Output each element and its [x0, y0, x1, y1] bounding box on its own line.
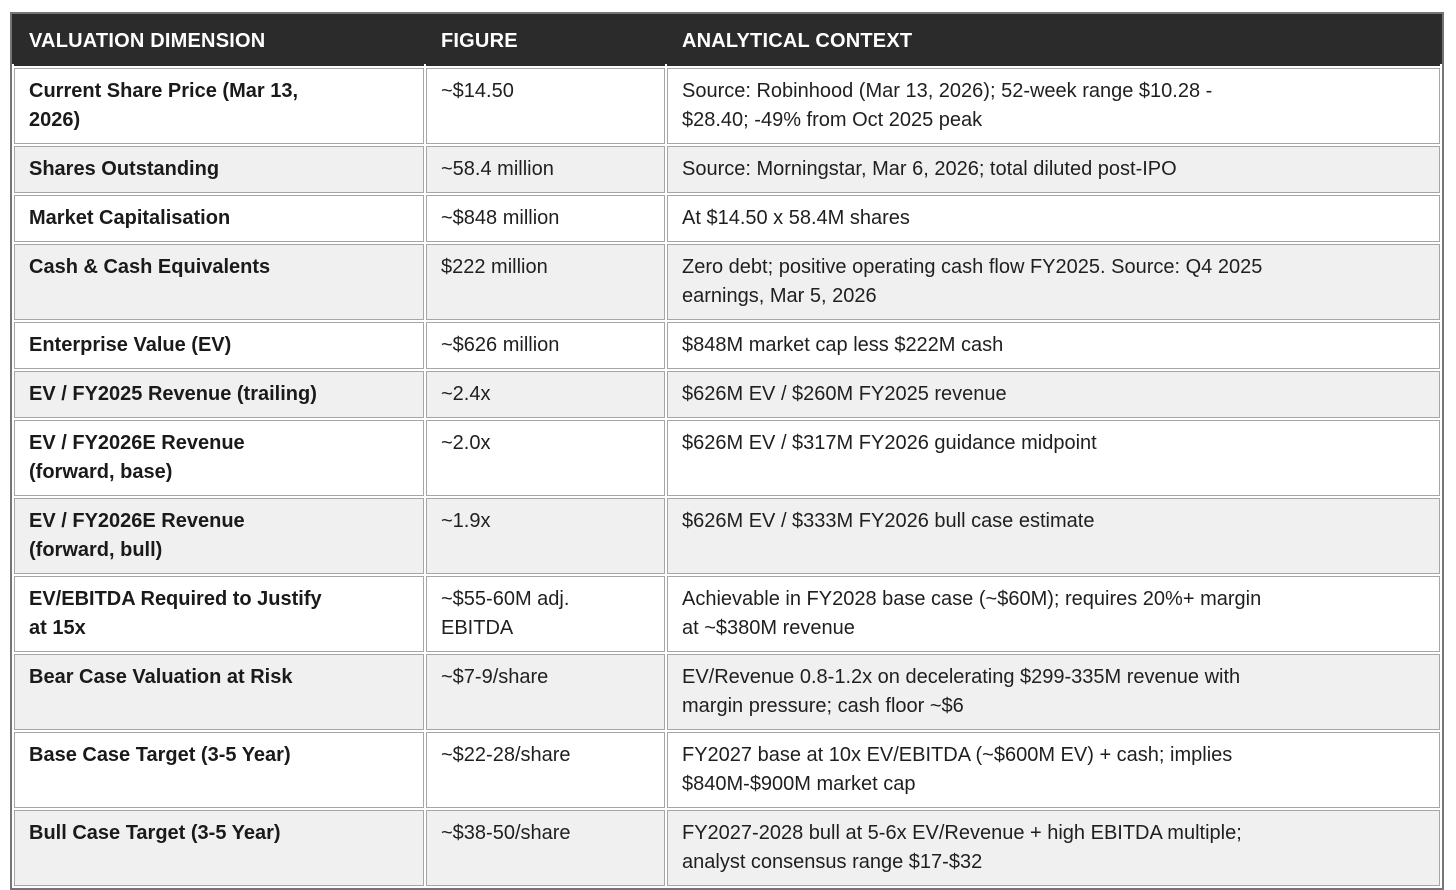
context-cell: Achievable in FY2028 base case (~$60M); … — [667, 576, 1440, 652]
dimension-cell: Bear Case Valuation at Risk — [14, 654, 424, 730]
figure-cell: ~2.4x — [426, 371, 665, 418]
table-body: Current Share Price (Mar 13, 2026) ~$14.… — [14, 68, 1440, 886]
dimension-cell: Base Case Target (3-5 Year) — [14, 732, 424, 808]
dimension-cell: EV / FY2026E Revenue (forward, bull) — [14, 498, 424, 574]
dimension-cell: Current Share Price (Mar 13, 2026) — [14, 68, 424, 144]
dimension-cell: Market Capitalisation — [14, 195, 424, 242]
figure-cell: ~$626 million — [426, 322, 665, 369]
figure-cell: ~$848 million — [426, 195, 665, 242]
table-row: Current Share Price (Mar 13, 2026) ~$14.… — [14, 68, 1440, 144]
context-cell: Zero debt; positive operating cash flow … — [667, 244, 1440, 320]
context-cell: EV/Revenue 0.8-1.2x on decelerating $299… — [667, 654, 1440, 730]
figure-cell: ~$14.50 — [426, 68, 665, 144]
column-header-figure: FIGURE — [426, 16, 665, 66]
figure-cell: ~58.4 million — [426, 146, 665, 193]
column-header-valuation-dimension: VALUATION DIMENSION — [14, 16, 424, 66]
table-header: VALUATION DIMENSION FIGURE ANALYTICAL CO… — [14, 16, 1440, 66]
dimension-cell: Shares Outstanding — [14, 146, 424, 193]
table-row: Bear Case Valuation at Risk ~$7-9/share … — [14, 654, 1440, 730]
dimension-cell: Cash & Cash Equivalents — [14, 244, 424, 320]
column-header-analytical-context: ANALYTICAL CONTEXT — [667, 16, 1440, 66]
table-row: Cash & Cash Equivalents $222 million Zer… — [14, 244, 1440, 320]
table-row: Enterprise Value (EV) ~$626 million $848… — [14, 322, 1440, 369]
table-row: Bull Case Target (3-5 Year) ~$38-50/shar… — [14, 810, 1440, 886]
table-row: EV / FY2026E Revenue (forward, base) ~2.… — [14, 420, 1440, 496]
context-cell: At $14.50 x 58.4M shares — [667, 195, 1440, 242]
table-row: EV / FY2025 Revenue (trailing) ~2.4x $62… — [14, 371, 1440, 418]
figure-cell: ~1.9x — [426, 498, 665, 574]
table-row: EV / FY2026E Revenue (forward, bull) ~1.… — [14, 498, 1440, 574]
table-row: EV/EBITDA Required to Justify at 15x ~$5… — [14, 576, 1440, 652]
figure-cell: ~$7-9/share — [426, 654, 665, 730]
figure-cell: ~$38-50/share — [426, 810, 665, 886]
table-row: Base Case Target (3-5 Year) ~$22-28/shar… — [14, 732, 1440, 808]
table-row: Market Capitalisation ~$848 million At $… — [14, 195, 1440, 242]
context-cell: $848M market cap less $222M cash — [667, 322, 1440, 369]
figure-cell: $222 million — [426, 244, 665, 320]
dimension-cell: EV/EBITDA Required to Justify at 15x — [14, 576, 424, 652]
context-cell: $626M EV / $317M FY2026 guidance midpoin… — [667, 420, 1440, 496]
context-cell: FY2027 base at 10x EV/EBITDA (~$600M EV)… — [667, 732, 1440, 808]
dimension-cell: Bull Case Target (3-5 Year) — [14, 810, 424, 886]
figure-cell: ~$22-28/share — [426, 732, 665, 808]
figure-cell: ~2.0x — [426, 420, 665, 496]
page: VALUATION DIMENSION FIGURE ANALYTICAL CO… — [10, 12, 1444, 890]
dimension-cell: EV / FY2026E Revenue (forward, base) — [14, 420, 424, 496]
figure-cell: ~$55-60M adj. EBITDA — [426, 576, 665, 652]
context-cell: $626M EV / $333M FY2026 bull case estima… — [667, 498, 1440, 574]
dimension-cell: Enterprise Value (EV) — [14, 322, 424, 369]
context-cell: FY2027-2028 bull at 5-6x EV/Revenue + hi… — [667, 810, 1440, 886]
dimension-cell: EV / FY2025 Revenue (trailing) — [14, 371, 424, 418]
header-row: VALUATION DIMENSION FIGURE ANALYTICAL CO… — [14, 16, 1440, 66]
table-row: Shares Outstanding ~58.4 million Source:… — [14, 146, 1440, 193]
context-cell: $626M EV / $260M FY2025 revenue — [667, 371, 1440, 418]
context-cell: Source: Morningstar, Mar 6, 2026; total … — [667, 146, 1440, 193]
context-cell: Source: Robinhood (Mar 13, 2026); 52-wee… — [667, 68, 1440, 144]
valuation-table: VALUATION DIMENSION FIGURE ANALYTICAL CO… — [10, 12, 1444, 890]
